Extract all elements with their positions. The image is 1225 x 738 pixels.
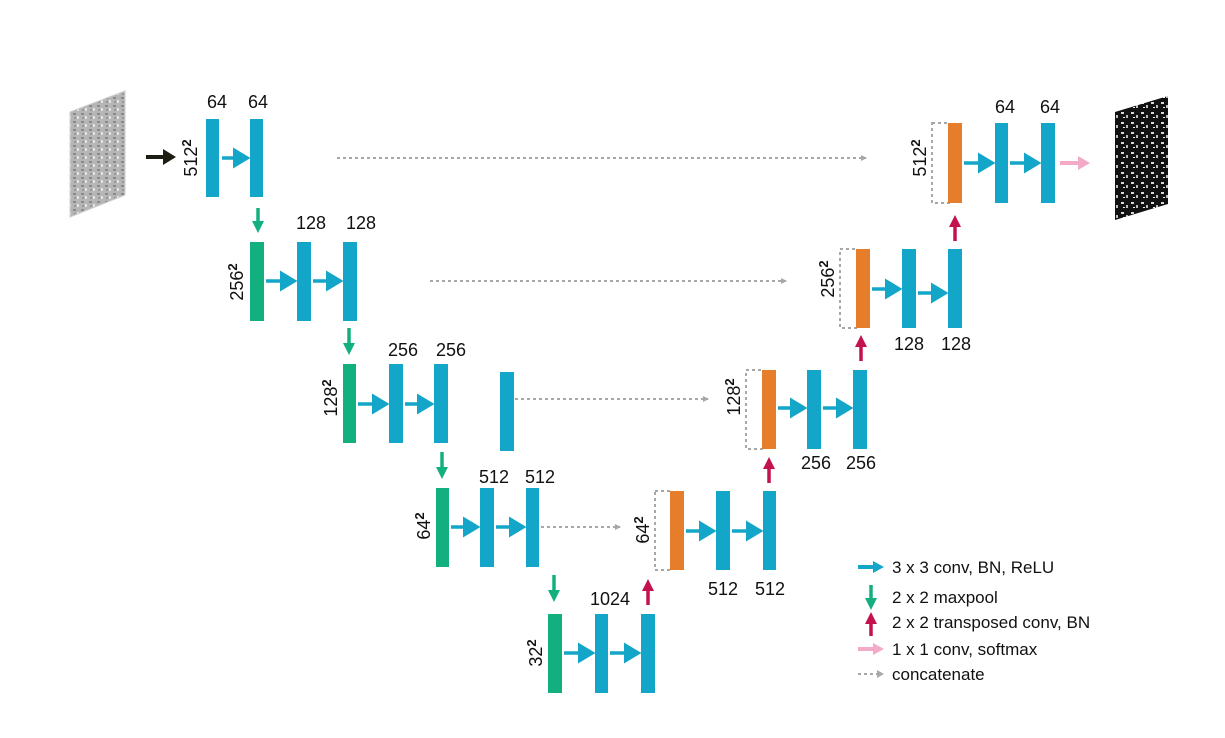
bottleneck: 1024 322 <box>524 579 655 693</box>
concat-box <box>654 490 672 571</box>
feature-map <box>297 242 311 321</box>
decoder-level-1: 64 64 5122 <box>908 97 1090 204</box>
channel-label: 256 <box>388 340 418 360</box>
decoder-level-3: 256 256 1282 <box>722 335 876 473</box>
legend-item-maxpool: 2 x 2 maxpool <box>865 585 998 610</box>
resolution-label: 322 <box>524 639 546 666</box>
channel-label: 256 <box>436 340 466 360</box>
legend: 3 x 3 conv, BN, ReLU 2 x 2 maxpool 2 x 2… <box>858 558 1090 684</box>
skip-connections <box>337 155 867 530</box>
channel-label: 64 <box>248 92 268 112</box>
output-image <box>1115 96 1168 220</box>
concat-box <box>839 248 858 329</box>
pooled-map <box>250 242 264 321</box>
channel-label: 256 <box>846 453 876 473</box>
legend-item-transposed: 2 x 2 transposed conv, BN <box>865 612 1090 636</box>
legend-item-softmax: 1 x 1 conv, softmax <box>858 640 1038 659</box>
legend-item-concat: concatenate <box>858 665 985 684</box>
feature-map <box>902 249 916 328</box>
feature-map <box>250 119 263 197</box>
channel-label: 64 <box>995 97 1015 117</box>
maxpool-arrow <box>343 328 355 355</box>
channel-label: 512 <box>479 467 509 487</box>
svg-text:2 x 2 transposed conv, BN: 2 x 2 transposed conv, BN <box>892 613 1090 632</box>
transposed-conv-arrow <box>855 335 867 361</box>
resolution-label: 642 <box>412 512 434 539</box>
upconv-map <box>762 370 776 449</box>
pooled-map <box>548 614 562 693</box>
channel-label: 128 <box>296 213 326 233</box>
feature-map <box>526 488 539 567</box>
decoder-level-4: 512 512 642 <box>631 457 785 599</box>
concat-box <box>745 369 764 450</box>
encoder-level-4: 512 512 642 <box>412 467 560 602</box>
feature-map <box>763 491 776 570</box>
feature-map <box>1041 123 1055 203</box>
channel-label: 1024 <box>590 589 630 609</box>
decoder-level-2: 128 128 2562 <box>816 215 971 354</box>
resolution-label: 2562 <box>816 260 838 297</box>
svg-text:2 x 2 maxpool: 2 x 2 maxpool <box>892 588 998 607</box>
svg-text:1 x 1 conv, softmax: 1 x 1 conv, softmax <box>892 640 1038 659</box>
feature-map <box>206 119 219 197</box>
transposed-conv-arrow <box>642 579 654 605</box>
maxpool-arrow <box>548 575 560 602</box>
resolution-label: 5122 <box>908 139 930 176</box>
channel-label: 512 <box>755 579 785 599</box>
feature-map <box>389 364 403 443</box>
feature-map <box>853 370 867 449</box>
resolution-label: 5122 <box>179 139 201 176</box>
maxpool-arrow <box>252 208 264 233</box>
svg-text:3 x 3 conv, BN, ReLU: 3 x 3 conv, BN, ReLU <box>892 558 1054 577</box>
feature-map <box>641 614 655 693</box>
feature-map <box>807 370 821 449</box>
transposed-conv-arrow <box>949 215 961 241</box>
channel-label: 512 <box>525 467 555 487</box>
upconv-map <box>948 123 962 203</box>
feature-map <box>434 364 448 443</box>
channel-label: 512 <box>708 579 738 599</box>
channel-label: 64 <box>1040 97 1060 117</box>
transposed-conv-arrow <box>763 457 775 483</box>
svg-text:concatenate: concatenate <box>892 665 985 684</box>
encoder-level-3: 256 256 1282 <box>319 340 514 479</box>
feature-map <box>480 488 494 567</box>
channel-label: 64 <box>207 92 227 112</box>
pooled-map <box>343 364 356 443</box>
upconv-map <box>856 249 870 328</box>
resolution-label: 1282 <box>319 379 341 416</box>
channel-label: 128 <box>346 213 376 233</box>
legend-item-conv: 3 x 3 conv, BN, ReLU <box>858 558 1054 577</box>
feature-map <box>343 242 357 321</box>
feature-map <box>948 249 962 328</box>
upconv-map <box>670 491 684 570</box>
softmax-arrow <box>1060 156 1090 170</box>
maxpool-arrow <box>436 452 448 479</box>
channel-label: 256 <box>801 453 831 473</box>
input-arrow <box>146 149 176 165</box>
feature-map <box>995 123 1008 203</box>
resolution-label: 1282 <box>722 378 744 415</box>
concat-box <box>931 122 950 204</box>
feature-map <box>595 614 608 693</box>
channel-label: 128 <box>941 334 971 354</box>
channel-label: 128 <box>894 334 924 354</box>
feature-map <box>500 372 514 451</box>
encoder-level-2: 128 128 2562 <box>225 213 376 355</box>
input-image <box>69 90 126 218</box>
feature-map <box>716 491 730 570</box>
encoder-level-1: 64 64 5122 <box>179 92 268 233</box>
pooled-map <box>436 488 449 567</box>
resolution-label: 2562 <box>225 263 247 300</box>
resolution-label: 642 <box>631 516 653 543</box>
